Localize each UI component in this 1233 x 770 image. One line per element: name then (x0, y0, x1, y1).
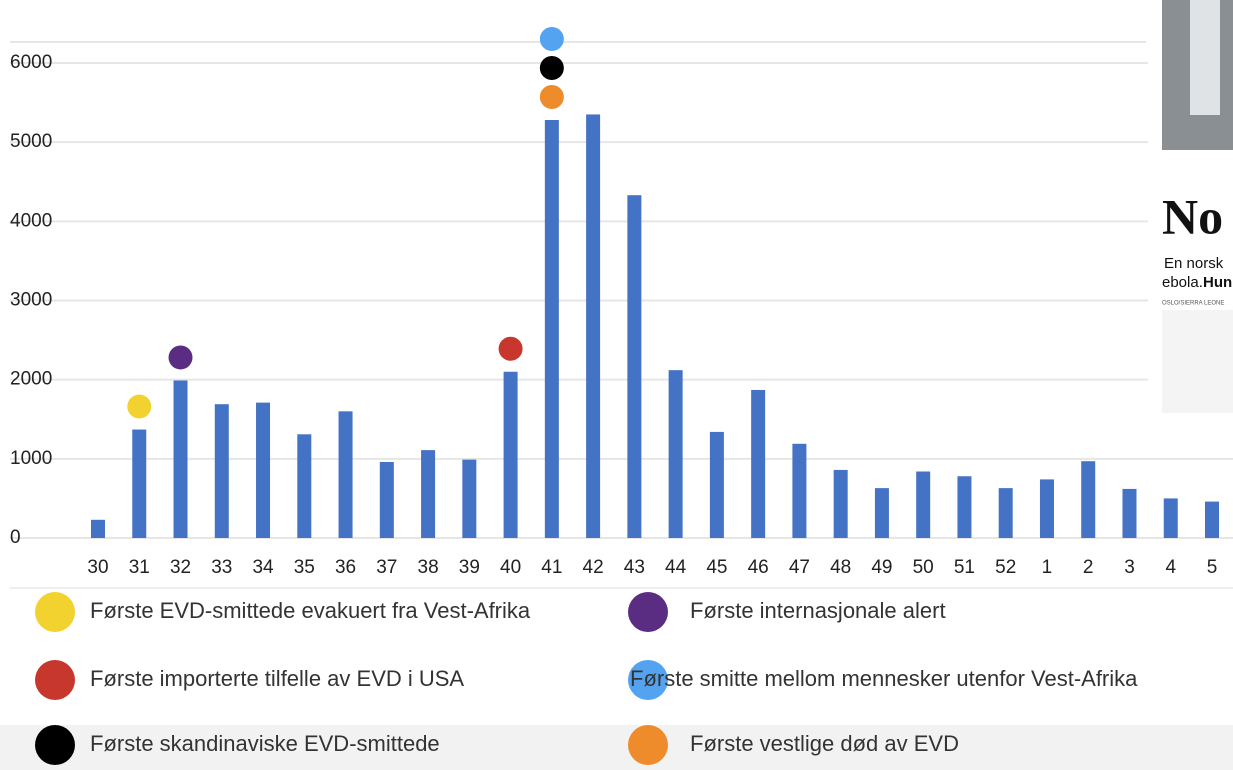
x-tick-label: 43 (624, 557, 645, 578)
x-tick-label: 35 (294, 557, 315, 578)
event-marker (499, 337, 523, 361)
bar (1205, 502, 1219, 538)
x-tick-label: 51 (954, 557, 975, 578)
x-tick-label: 41 (541, 557, 562, 578)
chart: No En norsk ebola. Hun OSLO/SIERRA LEONE… (0, 0, 1233, 770)
bar (1081, 461, 1095, 538)
bar (421, 450, 435, 538)
bar (957, 476, 971, 538)
bar (710, 432, 724, 538)
x-tick-label: 30 (87, 557, 108, 578)
x-tick-label: 1 (1042, 557, 1053, 578)
x-tick-label: 42 (583, 557, 604, 578)
bar (504, 372, 518, 538)
y-tick-label: 1000 (10, 448, 52, 469)
legend-swatch (35, 660, 75, 700)
event-marker (540, 85, 564, 109)
bar (339, 411, 353, 538)
bar (174, 380, 188, 538)
inset-figure (1190, 0, 1220, 115)
x-tick-label: 37 (376, 557, 397, 578)
y-tick-label: 5000 (10, 131, 52, 152)
bar (669, 370, 683, 538)
legend-label: Første internasjonale alert (690, 598, 946, 623)
x-tick-label: 40 (500, 557, 521, 578)
event-marker (169, 345, 193, 369)
y-tick-label: 2000 (10, 369, 52, 390)
inset: No En norsk ebola. Hun OSLO/SIERRA LEONE (1148, 0, 1233, 415)
x-tick-label: 34 (252, 557, 274, 578)
legend-label: Første EVD-smittede evakuert fra Vest-Af… (90, 598, 531, 623)
bar (627, 195, 641, 538)
x-tick-label: 49 (871, 557, 892, 578)
x-tick-label: 38 (418, 557, 439, 578)
event-marker (127, 395, 151, 419)
bar (1164, 498, 1178, 538)
bar (297, 434, 311, 538)
legend-swatch (35, 725, 75, 765)
y-tick-label: 6000 (10, 52, 52, 73)
x-tick-label: 47 (789, 557, 810, 578)
x-tick-label: 46 (748, 557, 769, 578)
bar (586, 114, 600, 538)
bar (380, 462, 394, 538)
bar (215, 404, 229, 538)
x-tick-label: 33 (211, 557, 232, 578)
bar (916, 472, 930, 539)
bar (792, 444, 806, 538)
bar (999, 488, 1013, 538)
x-tick-label: 39 (459, 557, 480, 578)
x-tick-label: 31 (129, 557, 150, 578)
legend-label: Første importerte tilfelle av EVD i USA (90, 666, 464, 691)
x-tick-label: 45 (706, 557, 727, 578)
x-tick-label: 32 (170, 557, 191, 578)
inset-caption (1162, 155, 1233, 180)
bar (256, 403, 270, 538)
bar (834, 470, 848, 538)
bar (1122, 489, 1136, 538)
inset-body (1162, 310, 1233, 413)
inset-headline: No (1162, 188, 1223, 244)
legend-swatch (35, 592, 75, 632)
bar (875, 488, 889, 538)
bar (462, 460, 476, 538)
inset-lead: En norsk (1164, 255, 1224, 272)
legend-label: Første vestlige død av EVD (690, 731, 959, 756)
x-tick-label: 44 (665, 557, 687, 578)
legend-label: Første skandinaviske EVD-smittede (90, 731, 440, 756)
inset-lead2-bold: Hun (1203, 274, 1232, 291)
x-tick-label: 52 (995, 557, 1016, 578)
bar (1040, 479, 1054, 538)
bar (545, 120, 559, 538)
x-tick-label: 3 (1124, 557, 1135, 578)
inset-lead2: ebola. (1162, 274, 1203, 291)
y-tick-label: 0 (10, 527, 21, 548)
event-marker (540, 27, 564, 51)
bar (91, 520, 105, 538)
x-tick-label: 2 (1083, 557, 1094, 578)
bar (751, 390, 765, 538)
x-tick-label: 36 (335, 557, 356, 578)
legend-swatch (628, 592, 668, 632)
x-tick-label: 50 (913, 557, 934, 578)
legend-label: Første smitte mellom mennesker utenfor V… (630, 666, 1138, 691)
inset-dateline: OSLO/SIERRA LEONE (1162, 301, 1224, 307)
x-tick-label: 4 (1165, 557, 1176, 578)
x-tick-label: 5 (1207, 557, 1218, 578)
y-tick-label: 4000 (10, 210, 52, 231)
bar (132, 430, 146, 538)
legend-swatch (628, 725, 668, 765)
x-tick-label: 48 (830, 557, 851, 578)
y-tick-label: 3000 (10, 290, 52, 311)
event-marker (540, 56, 564, 80)
